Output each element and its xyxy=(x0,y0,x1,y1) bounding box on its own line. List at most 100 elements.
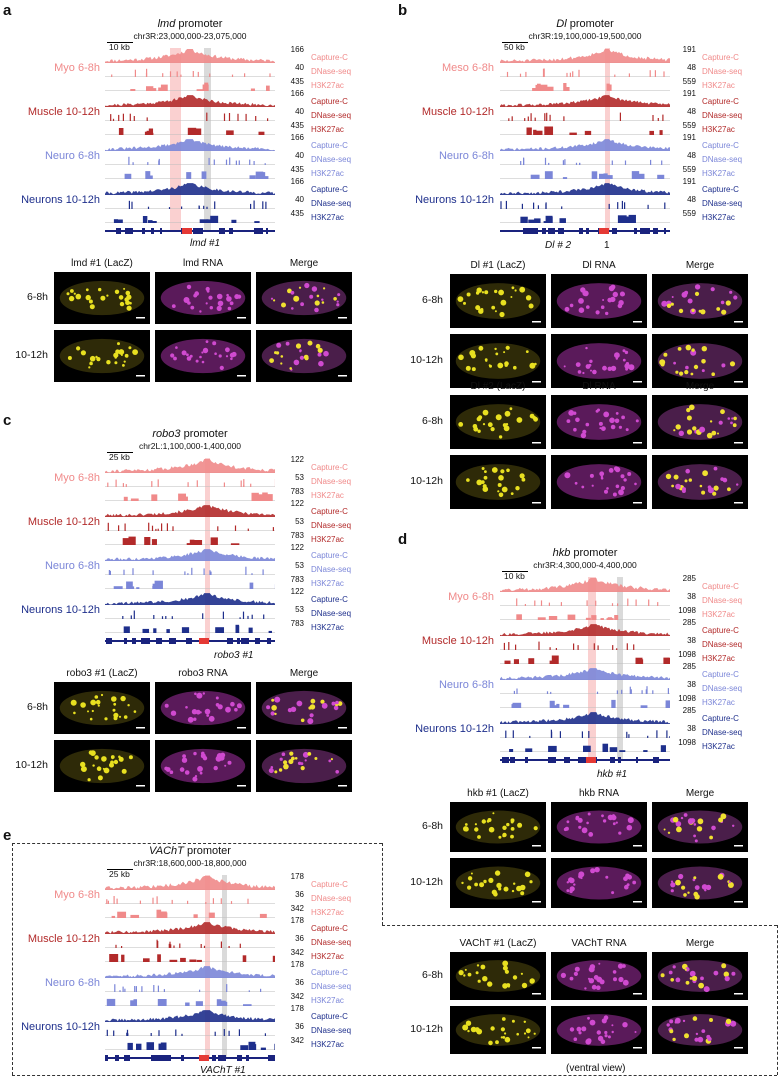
track-max: 40 xyxy=(295,151,304,160)
dnase-peak xyxy=(223,482,225,487)
signal-spot xyxy=(480,964,486,970)
signal-spot xyxy=(619,291,625,297)
h3k27ac-peak xyxy=(255,171,264,179)
h3k27ac-peak xyxy=(537,617,546,620)
signal-spot xyxy=(686,408,691,413)
stage-label: 10-12h xyxy=(15,759,48,771)
dnase-peak xyxy=(118,525,120,531)
micro-scale-bar xyxy=(338,785,347,787)
signal-spot xyxy=(529,978,535,984)
dnase-track xyxy=(500,157,670,165)
signal-spot xyxy=(601,814,604,818)
dnase-track xyxy=(105,156,275,165)
track-max: 285 xyxy=(682,618,696,627)
dnase-peak xyxy=(146,68,148,77)
track-max: 559 xyxy=(682,165,696,174)
h3k27ac-peak xyxy=(180,957,186,962)
signal-spot xyxy=(613,977,617,982)
h3k27ac-track xyxy=(500,83,670,91)
dnase-peak xyxy=(538,641,540,650)
signal-spot xyxy=(511,286,515,290)
track-max: 783 xyxy=(290,619,304,628)
track-label: DNase-seq xyxy=(311,111,352,120)
h3k27ac-peak xyxy=(160,1042,167,1050)
embryo-image xyxy=(455,810,541,847)
image-column-header: Merge xyxy=(685,788,715,799)
micro-scale-bar xyxy=(734,993,743,995)
h3k27ac-peak xyxy=(663,657,670,664)
dnase-peak xyxy=(546,112,548,121)
signal-spot xyxy=(114,289,120,294)
dashed-border-right xyxy=(777,925,778,1075)
signal-spot xyxy=(700,976,704,981)
embryo-body xyxy=(556,1014,642,1046)
signal-spot xyxy=(499,311,505,318)
capture-c-signal xyxy=(105,183,275,195)
h3k27ac-peak xyxy=(157,954,161,962)
dnase-track xyxy=(105,984,275,992)
dnase-peak xyxy=(616,690,618,694)
dnase-peak xyxy=(666,730,668,738)
signal-spot xyxy=(483,475,488,480)
signal-spot xyxy=(216,305,222,311)
signal-spot xyxy=(114,361,118,365)
signal-spot xyxy=(622,979,629,986)
gene-name: robo3 xyxy=(152,428,181,440)
dnase-peak xyxy=(515,644,517,650)
signal-spot xyxy=(125,290,131,296)
dnase-peak xyxy=(661,160,663,165)
dnase-peak xyxy=(519,73,522,77)
h3k27ac-peak xyxy=(249,175,256,179)
dnase-peak xyxy=(626,731,628,738)
dnase-track xyxy=(105,1029,275,1036)
track-max: 36 xyxy=(295,934,304,943)
dnase-peak xyxy=(564,159,566,165)
signal-spot xyxy=(697,818,704,825)
embryo-image xyxy=(59,338,145,377)
signal-spot xyxy=(304,759,307,762)
signal-spot xyxy=(124,353,129,358)
signal-spot xyxy=(470,872,473,875)
signal-spot xyxy=(727,882,734,888)
signal-spot xyxy=(488,877,494,883)
embryo-image xyxy=(59,748,145,787)
track-label: Capture-C xyxy=(702,714,739,723)
signal-spot xyxy=(721,309,727,315)
image-column-header: Merge xyxy=(289,258,319,269)
dnase-peak xyxy=(229,157,231,165)
capture-track xyxy=(500,624,670,636)
signal-spot xyxy=(607,1035,611,1039)
signal-spot xyxy=(100,693,104,697)
signal-spot xyxy=(687,891,690,894)
signal-spot xyxy=(75,293,82,300)
capture-track xyxy=(105,922,275,934)
signal-spot xyxy=(270,711,275,716)
signal-spot xyxy=(482,976,488,982)
h3k27ac-peak xyxy=(563,704,570,708)
micro-scale-bar xyxy=(237,375,246,377)
signal-spot xyxy=(507,985,510,988)
dnase-peak xyxy=(521,203,523,209)
signal-spot xyxy=(701,1029,706,1033)
signal-spot xyxy=(533,1032,536,1035)
signal-spot xyxy=(678,308,684,314)
signal-spot xyxy=(713,466,718,471)
micrograph xyxy=(652,858,748,908)
dnase-peak xyxy=(652,690,654,694)
signal-spot xyxy=(525,350,529,353)
signal-spot xyxy=(336,303,340,307)
condition-label: Neuro 6-8h xyxy=(44,560,100,572)
h3k27ac-peak xyxy=(136,587,140,589)
h3k27ac-peak xyxy=(154,580,163,589)
micrograph xyxy=(450,1006,546,1054)
embryo-body xyxy=(657,464,743,500)
dnase-peak xyxy=(206,206,208,209)
micro-scale-bar xyxy=(633,993,642,995)
micrograph xyxy=(551,1006,647,1054)
scale-bar xyxy=(107,869,133,870)
signal-spot xyxy=(731,971,736,976)
capture-track xyxy=(105,1010,275,1022)
signal-spot xyxy=(209,306,213,310)
micro-scale-bar xyxy=(338,727,347,729)
signal-spot xyxy=(175,346,178,349)
